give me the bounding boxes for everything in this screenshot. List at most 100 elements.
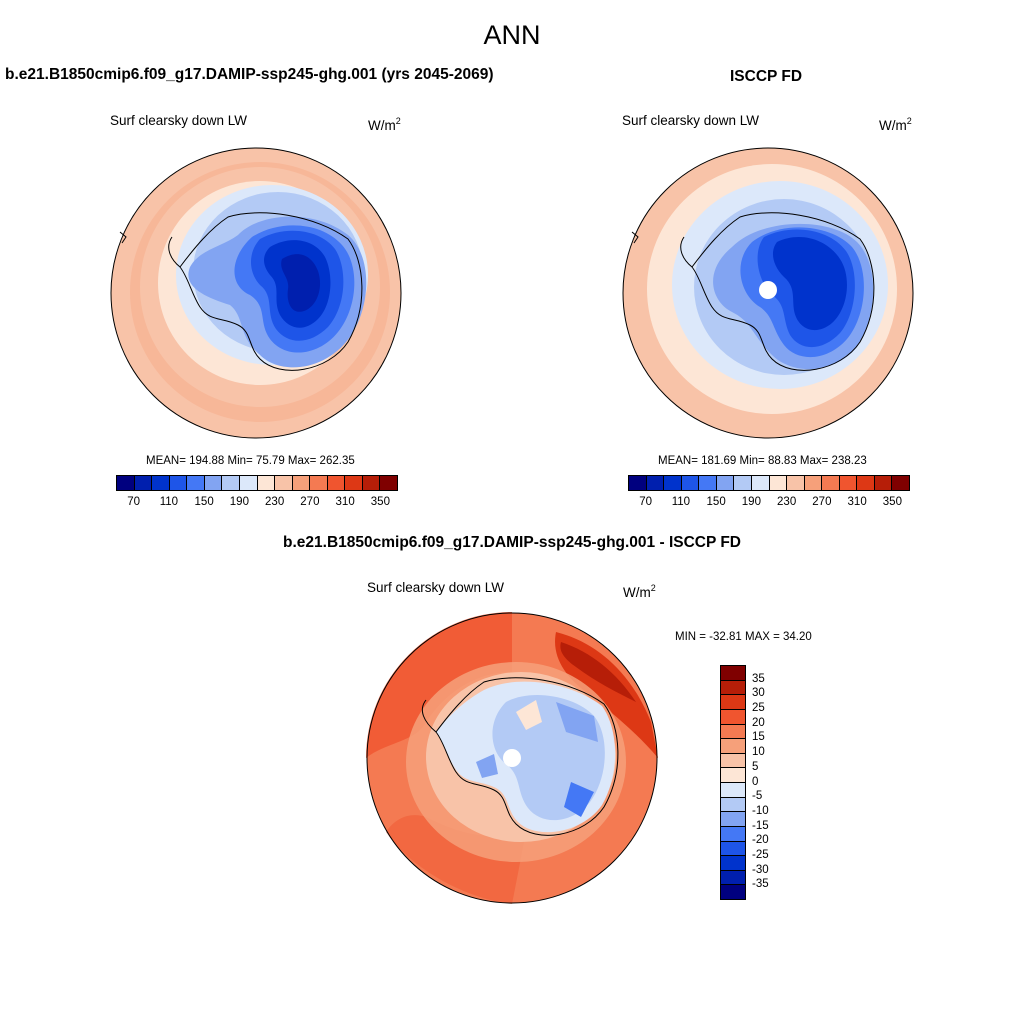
- colorbar-segment: [874, 476, 893, 490]
- colorbar-segment: [721, 753, 745, 769]
- colorbar-segment: [310, 476, 328, 490]
- diff-polar-map: [366, 612, 658, 904]
- colorbar-segment: [892, 476, 909, 490]
- left-units: W/m2: [368, 116, 401, 133]
- colorbar-tick-label: 190: [741, 496, 761, 508]
- colorbar-tick-label: 150: [706, 496, 726, 508]
- colorbar-tick-label: 110: [159, 496, 179, 508]
- colorbar-tick-label: -25: [752, 848, 769, 861]
- colorbar-segment: [721, 783, 745, 798]
- colorbar-segment: [257, 476, 276, 490]
- diff-colorbar-ticks: 35 30 25 20 15 10 5 0 -5 -10 -15 -20 -25 -30 -35: [752, 665, 792, 900]
- colorbar-segment: [721, 709, 745, 725]
- colorbar-segment: [362, 476, 381, 490]
- colorbar-tick-label: -30: [752, 863, 769, 876]
- colorbar-segment: [664, 476, 682, 490]
- colorbar-segment: [751, 476, 770, 490]
- colorbar-tick-label: 230: [777, 496, 797, 508]
- colorbar-segment: [117, 476, 135, 490]
- colorbar-segment: [721, 870, 745, 886]
- colorbar-tick-label: 310: [335, 496, 355, 508]
- left-colorbar: [116, 475, 398, 491]
- colorbar-segment: [327, 476, 346, 490]
- colorbar-segment: [769, 476, 788, 490]
- colorbar-tick-label: 25: [752, 702, 765, 715]
- colorbar-tick-label: -20: [752, 834, 769, 847]
- colorbar-tick-label: 310: [847, 496, 867, 508]
- right-polar-map: [622, 147, 914, 439]
- colorbar-segment: [721, 739, 745, 754]
- colorbar-tick-label: 350: [370, 496, 390, 508]
- right-units: W/m2: [879, 116, 912, 133]
- right-colorbar-ticks: 70 110 150 190 230 270 310 350: [628, 496, 910, 510]
- colorbar-tick-label: -15: [752, 819, 769, 832]
- colorbar-tick-label: -5: [752, 790, 763, 803]
- colorbar-segment: [787, 476, 805, 490]
- colorbar-segment: [169, 476, 188, 490]
- colorbar-segment: [681, 476, 700, 490]
- colorbar-segment: [804, 476, 823, 490]
- colorbar-segment: [239, 476, 258, 490]
- right-case-title: ISCCP FD: [730, 68, 803, 85]
- colorbar-segment: [222, 476, 240, 490]
- colorbar-segment: [721, 856, 745, 871]
- colorbar-segment: [721, 724, 745, 740]
- colorbar-tick-label: 35: [752, 672, 765, 685]
- colorbar-segment: [721, 812, 745, 827]
- colorbar-segment: [292, 476, 311, 490]
- colorbar-tick-label: 30: [752, 687, 765, 700]
- diff-colorbar: [720, 665, 746, 900]
- colorbar-segment: [716, 476, 735, 490]
- colorbar-tick-label: 20: [752, 716, 765, 729]
- colorbar-segment: [857, 476, 875, 490]
- colorbar-segment: [275, 476, 293, 490]
- left-variable-label: Surf clearsky down LW: [110, 113, 248, 128]
- diff-variable-label: Surf clearsky down LW: [367, 580, 505, 595]
- colorbar-tick-label: 150: [194, 496, 214, 508]
- colorbar-tick-label: 350: [882, 496, 902, 508]
- colorbar-segment: [345, 476, 363, 490]
- colorbar-segment: [721, 797, 745, 813]
- colorbar-segment: [187, 476, 205, 490]
- colorbar-segment: [629, 476, 647, 490]
- colorbar-segment: [721, 885, 745, 899]
- left-polar-map: [110, 147, 402, 439]
- colorbar-segment: [204, 476, 223, 490]
- colorbar-tick-label: -35: [752, 878, 769, 891]
- colorbar-segment: [721, 841, 745, 857]
- colorbar-tick-label: 230: [265, 496, 285, 508]
- colorbar-segment: [380, 476, 397, 490]
- left-colorbar-ticks: 70 110 150 190 230 270 310 350: [116, 496, 398, 510]
- right-colorbar: [628, 475, 910, 491]
- main-title: ANN: [483, 20, 541, 50]
- colorbar-segment: [646, 476, 665, 490]
- colorbar-segment: [839, 476, 858, 490]
- colorbar-segment: [134, 476, 153, 490]
- right-variable-label: Surf clearsky down LW: [622, 113, 760, 128]
- colorbar-tick-label: 0: [752, 775, 759, 788]
- colorbar-segment: [822, 476, 840, 490]
- colorbar-tick-label: 5: [752, 760, 759, 773]
- colorbar-tick-label: 190: [229, 496, 249, 508]
- colorbar-segment: [721, 666, 745, 681]
- diff-case-title: b.e21.B1850cmip6.f09_g17.DAMIP-ssp245-gh…: [283, 534, 741, 551]
- colorbar-tick-label: 70: [639, 496, 653, 508]
- colorbar-tick-label: 270: [812, 496, 832, 508]
- colorbar-segment: [721, 680, 745, 696]
- colorbar-tick-label: 10: [752, 746, 765, 759]
- colorbar-segment: [721, 826, 745, 842]
- left-case-title: b.e21.B1850cmip6.f09_g17.DAMIP-ssp245-gh…: [5, 66, 494, 83]
- colorbar-tick-label: 15: [752, 731, 765, 744]
- colorbar-tick-label: 270: [300, 496, 320, 508]
- diff-units: W/m2: [623, 583, 656, 600]
- diff-stats: MIN = -32.81 MAX = 34.20: [675, 631, 812, 643]
- colorbar-segment: [734, 476, 752, 490]
- colorbar-segment: [699, 476, 717, 490]
- colorbar-tick-label: 110: [671, 496, 691, 508]
- right-stats: MEAN= 181.69 Min= 88.83 Max= 238.23: [658, 455, 867, 467]
- colorbar-segment: [152, 476, 170, 490]
- colorbar-segment: [721, 695, 745, 710]
- colorbar-tick-label: 70: [127, 496, 141, 508]
- colorbar-segment: [721, 768, 745, 783]
- colorbar-tick-label: -10: [752, 804, 769, 817]
